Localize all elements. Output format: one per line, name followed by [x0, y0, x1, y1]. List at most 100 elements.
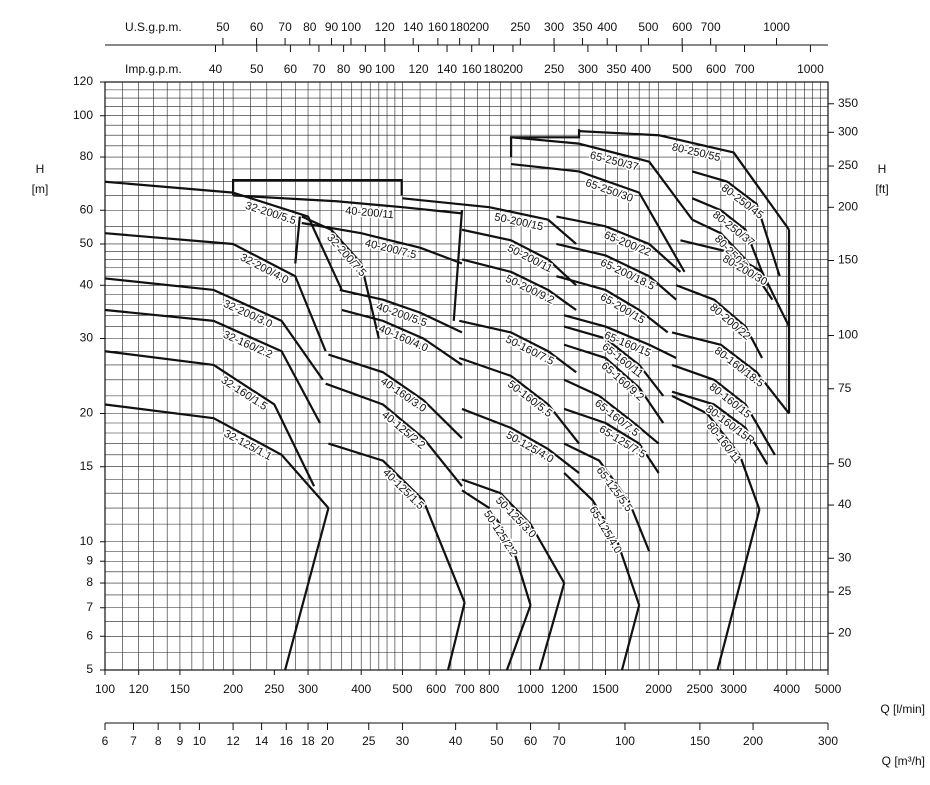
x-tick-label: 1500 — [592, 682, 619, 696]
y-axis-unit: [m] — [32, 182, 49, 196]
pump-curve — [461, 258, 577, 311]
pump-curve — [461, 407, 580, 474]
limit-line — [620, 604, 641, 671]
x-tick-label: 1200 — [551, 682, 578, 696]
imp_gpm_axis-tick-label: 200 — [503, 62, 523, 76]
pump-curve — [510, 136, 694, 221]
pump-curve — [691, 218, 774, 301]
pump-curve — [104, 277, 324, 381]
y2-tick-label: 75 — [838, 381, 852, 395]
x-tick-label: 300 — [298, 682, 318, 696]
m3h-axis-label: Q [m³/h] — [882, 754, 925, 768]
x-tick-label: 400 — [351, 682, 371, 696]
pump-curve — [671, 390, 769, 465]
us_gpm_axis-tick-label: 100 — [341, 20, 361, 34]
y2-tick-label: 150 — [838, 253, 858, 267]
x-tick-label: 500 — [392, 682, 412, 696]
pump-curve — [461, 228, 577, 287]
y2-tick-label: 350 — [838, 96, 858, 110]
x-tick-label: 1000 — [517, 682, 544, 696]
imp_gpm_axis-tick-label: 140 — [437, 62, 457, 76]
us-gpm-axis-label: U.S.g.p.m. — [125, 20, 182, 34]
m3h_axis-tick-label: 12 — [226, 734, 240, 748]
pump-curve — [692, 170, 781, 277]
pump-curve — [461, 489, 532, 606]
pump-curve — [325, 382, 463, 487]
us_gpm_axis-tick-label: 140 — [403, 20, 423, 34]
curve-label: 65-125/5.5 — [594, 465, 635, 514]
pump-curve — [671, 394, 761, 510]
y-tick-label: 30 — [80, 331, 94, 345]
y2-tick-label: 30 — [838, 550, 852, 564]
y-tick-label: 10 — [80, 534, 94, 548]
y2-tick-label: 40 — [838, 497, 852, 511]
y-tick-label: 60 — [80, 202, 94, 216]
pump-curve — [341, 308, 463, 366]
x-tick-label: 120 — [129, 682, 149, 696]
pump-curve — [671, 331, 790, 415]
y2-tick-label: 300 — [838, 124, 858, 138]
pump-curve — [301, 215, 380, 339]
pump-curve — [671, 363, 776, 456]
pump-curve — [556, 242, 677, 301]
imp_gpm_axis-tick-label: 250 — [544, 62, 564, 76]
x-tick-label: 100 — [95, 682, 115, 696]
y-tick-label: 80 — [80, 149, 94, 163]
pump-curve — [680, 239, 791, 328]
x-tick-label: 5000 — [815, 682, 842, 696]
limit-line — [232, 179, 403, 196]
m3h_axis-tick-label: 50 — [490, 734, 504, 748]
m3h_axis-tick-label: 14 — [255, 734, 269, 748]
curve-label: 50-200/15 — [493, 211, 544, 233]
pump-curve — [578, 130, 790, 231]
y2-tick-label: 200 — [838, 199, 858, 213]
imp_gpm_axis-tick-label: 300 — [578, 62, 598, 76]
pump-curve — [675, 284, 764, 359]
pump-curve — [233, 194, 463, 215]
y-tick-label: 6 — [86, 628, 93, 642]
y2-tick-label: 250 — [838, 158, 858, 172]
pump-curve — [104, 350, 316, 487]
us_gpm_axis-tick-label: 600 — [672, 20, 692, 34]
y-tick-label: 7 — [86, 600, 93, 614]
y-tick-label: 100 — [73, 108, 93, 122]
pump-curve — [563, 378, 660, 445]
us_gpm_axis-tick-label: 80 — [303, 20, 317, 34]
us_gpm_axis-tick-label: 70 — [278, 20, 292, 34]
imp_gpm_axis-tick-label: 350 — [606, 62, 626, 76]
x-tick-label: 800 — [479, 682, 499, 696]
limit-line — [716, 509, 761, 671]
imp_gpm_axis-tick-label: 500 — [672, 62, 692, 76]
imp_gpm_axis-tick-label: 700 — [734, 62, 754, 76]
curve-label: 32-160/1.5 — [219, 374, 270, 413]
m3h_axis-tick-label: 40 — [449, 734, 463, 748]
limit-line — [452, 210, 464, 321]
imp_gpm_axis-tick-label: 90 — [359, 62, 373, 76]
limit-line — [538, 582, 566, 671]
imp_gpm_axis-tick-label: 40 — [209, 62, 223, 76]
pump-curve — [104, 308, 321, 424]
y-tick-label: 50 — [80, 236, 94, 250]
us_gpm_axis-tick-label: 250 — [510, 20, 530, 34]
m3h_axis-tick-label: 6 — [102, 734, 109, 748]
m3h_axis-tick-label: 8 — [155, 734, 162, 748]
pump-curve — [301, 221, 463, 265]
pump-curve — [104, 180, 343, 291]
x-tick-label: 600 — [426, 682, 446, 696]
imp_gpm_axis-tick-label: 1000 — [797, 62, 824, 76]
y-tick-label: 9 — [86, 553, 93, 567]
us_gpm_axis-tick-label: 120 — [375, 20, 395, 34]
pump-curve — [691, 197, 769, 286]
pump-curve — [458, 356, 580, 445]
limit-line — [505, 604, 532, 671]
pump-curve — [556, 275, 669, 334]
m3h_axis-tick-label: 150 — [690, 734, 710, 748]
m3h_axis-tick-label: 20 — [321, 734, 335, 748]
m3h_axis-tick-label: 18 — [301, 734, 315, 748]
pump-curve — [510, 162, 686, 273]
y-axis-label: H — [36, 162, 45, 176]
pump-curve — [339, 288, 463, 334]
us_gpm_axis-tick-label: 200 — [469, 20, 489, 34]
